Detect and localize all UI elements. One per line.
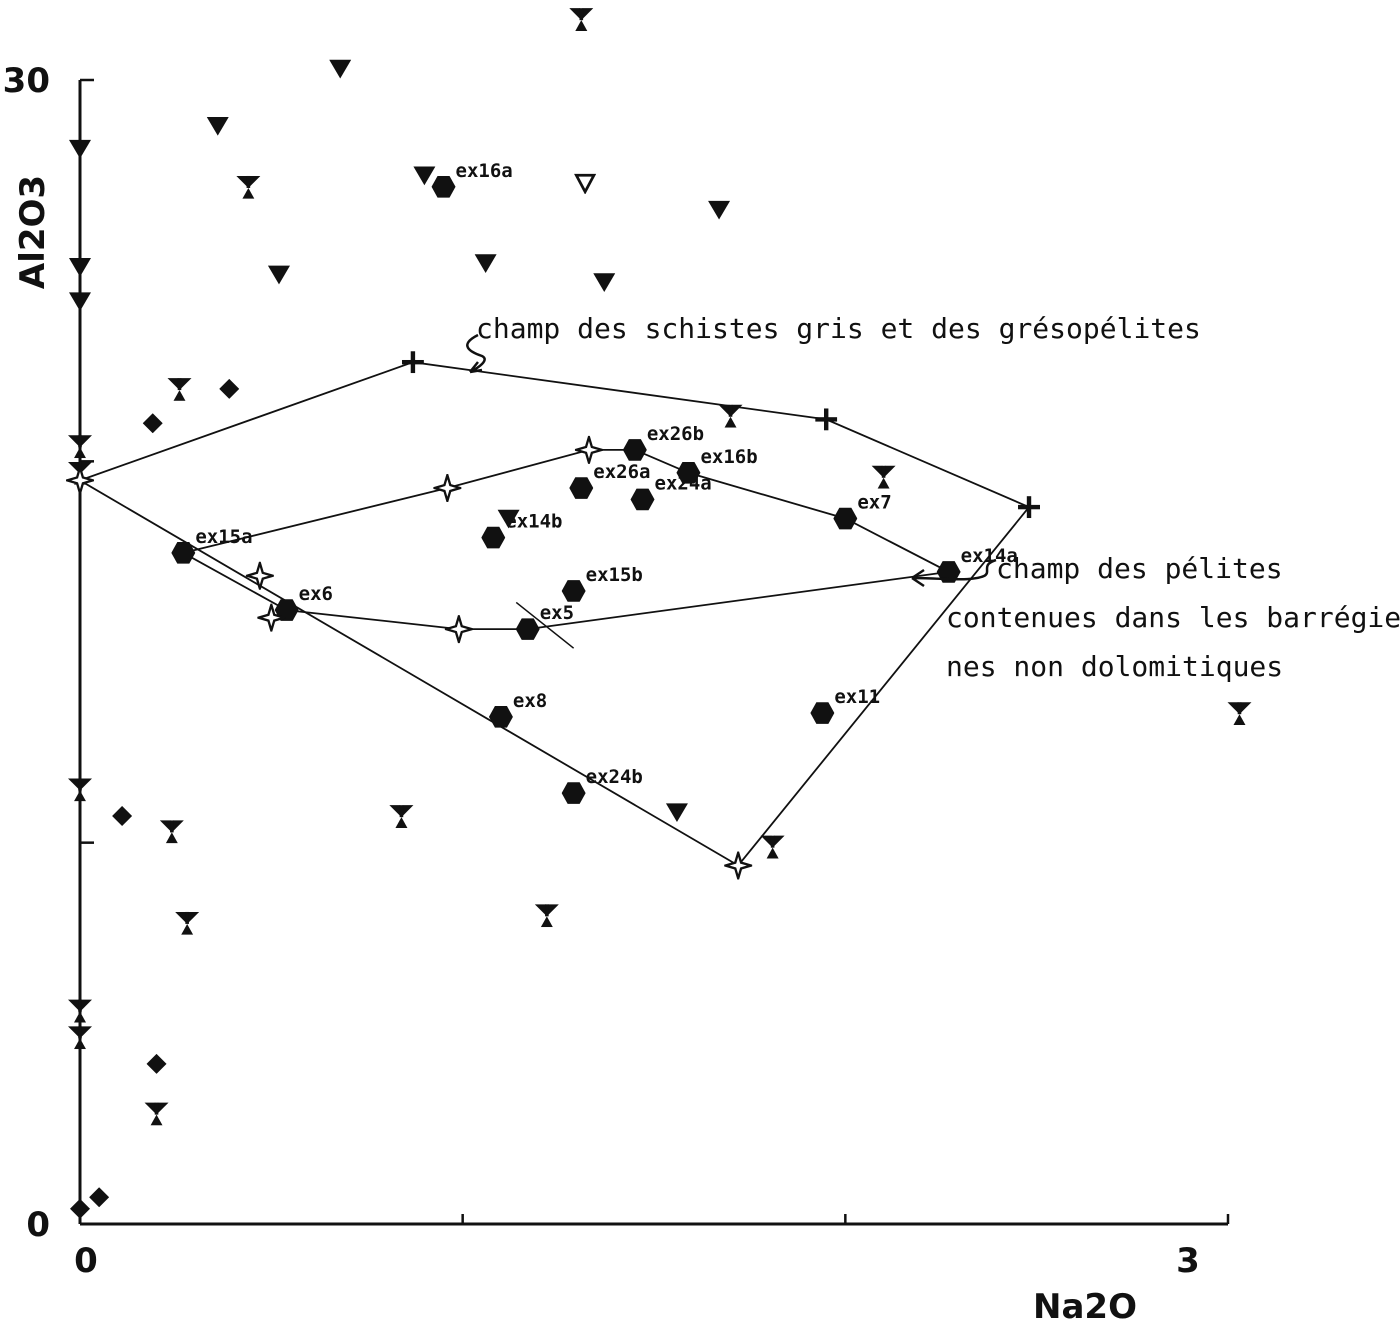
point-trefoil-10 (389, 805, 414, 828)
point-triangle-down-open-0 (574, 173, 596, 194)
point-hexagon-4 (481, 526, 506, 549)
point-hexagon-11 (810, 702, 835, 724)
annotation-pelites-field-line2: contenues dans les barrégien (946, 601, 1400, 634)
point-triangle-down-1 (69, 258, 91, 277)
arrow-pelites (911, 558, 997, 588)
point-triangle-down-4 (267, 265, 290, 285)
point-trefoil-13 (534, 904, 559, 928)
y-tick-label-0: 0 (26, 1205, 50, 1245)
point-diamond-1 (142, 413, 163, 434)
point-star-open-3 (433, 474, 462, 503)
point-trefoil-3 (68, 435, 92, 459)
arrow-schistes (466, 333, 486, 374)
point-triangle-down-3 (206, 116, 229, 136)
point-trefoil-7 (1227, 702, 1252, 726)
field-polygon-0 (77, 361, 1031, 867)
y-axis-title: Al2O3 (13, 175, 53, 289)
point-star-open-1 (245, 561, 274, 590)
point-triangle-down-0 (69, 139, 91, 159)
point-triangle-down-6 (413, 166, 436, 186)
point-hexagon-6 (630, 488, 655, 511)
point-triangle-down-5 (329, 59, 352, 79)
point-hexagon-2 (515, 618, 540, 640)
point-trefoil-12 (175, 911, 200, 935)
point-hexagon-13 (561, 782, 586, 804)
point-label-ex24b: ex24b (586, 766, 643, 788)
annotation-pelites-field-line1: champ des pélites (996, 552, 1283, 585)
point-plus-2 (1018, 496, 1041, 519)
point-label-ex7: ex7 (857, 492, 891, 514)
point-star-open-0 (66, 466, 94, 495)
point-diamond-4 (70, 1198, 90, 1219)
point-trefoil-5 (718, 404, 743, 428)
point-label-ex14a: ex14a (961, 545, 1018, 567)
annotation-schistes-field: champ des schistes gris et des grésopéli… (476, 312, 1201, 345)
point-trefoil-2 (167, 378, 192, 401)
point-hexagon-7 (622, 439, 647, 461)
point-trefoil-11 (760, 835, 785, 859)
point-trefoil-0 (569, 8, 594, 31)
point-diamond-2 (112, 805, 133, 826)
point-diamond-5 (89, 1187, 110, 1208)
point-label-ex8: ex8 (513, 690, 547, 712)
point-star-open-6 (724, 851, 753, 880)
point-label-ex15b: ex15b (586, 564, 643, 586)
point-star-open-5 (444, 615, 473, 644)
point-hexagon-3 (561, 580, 586, 602)
y-tick-label-30: 30 (3, 61, 50, 101)
point-label-ex5: ex5 (540, 602, 574, 624)
point-trefoil-8 (68, 778, 92, 802)
marks-layer: ex15aex6ex5ex15bex14bex26aex24aex26bex16… (66, 8, 1252, 1219)
point-label-ex15a: ex15a (195, 526, 252, 548)
point-triangle-down-11 (665, 803, 688, 823)
point-trefoil-9 (159, 820, 184, 844)
point-trefoil-6 (871, 465, 896, 489)
point-triangle-down-9 (708, 200, 731, 220)
point-diamond-0 (219, 378, 240, 399)
x-tick-label-0: 0 (74, 1241, 98, 1281)
point-hexagon-5 (569, 477, 594, 499)
point-label-ex26a: ex26a (593, 461, 650, 483)
x-axis-title: Na2O (1033, 1287, 1137, 1322)
point-star-open-4 (574, 435, 603, 464)
point-triangle-down-8 (593, 273, 616, 293)
point-trefoil-16 (144, 1102, 169, 1126)
point-label-ex16b: ex16b (700, 446, 757, 468)
point-label-ex26b: ex26b (647, 423, 704, 445)
point-hexagon-14 (431, 175, 456, 198)
point-label-ex16a: ex16a (456, 160, 513, 182)
point-triangle-down-2 (69, 292, 91, 312)
point-label-ex6: ex6 (299, 583, 333, 605)
point-hexagon-9 (833, 507, 858, 530)
point-label-ex14b: ex14b (505, 511, 562, 533)
point-trefoil-15 (68, 1026, 92, 1050)
point-trefoil-14 (68, 999, 92, 1023)
point-plus-0 (401, 351, 424, 374)
cross-line (515, 601, 575, 649)
point-diamond-3 (146, 1053, 167, 1074)
point-label-ex11: ex11 (834, 686, 880, 708)
annotations-layer: champ des schistes gris et des grésopéli… (466, 312, 1400, 683)
annotation-pelites-field-line3: nes non dolomitiques (946, 650, 1283, 683)
point-triangle-down-7 (474, 254, 497, 273)
point-plus-1 (815, 408, 838, 431)
x-tick-label-3: 3 (1176, 1241, 1200, 1281)
point-trefoil-1 (236, 175, 261, 199)
point-hexagon-12 (488, 706, 513, 728)
